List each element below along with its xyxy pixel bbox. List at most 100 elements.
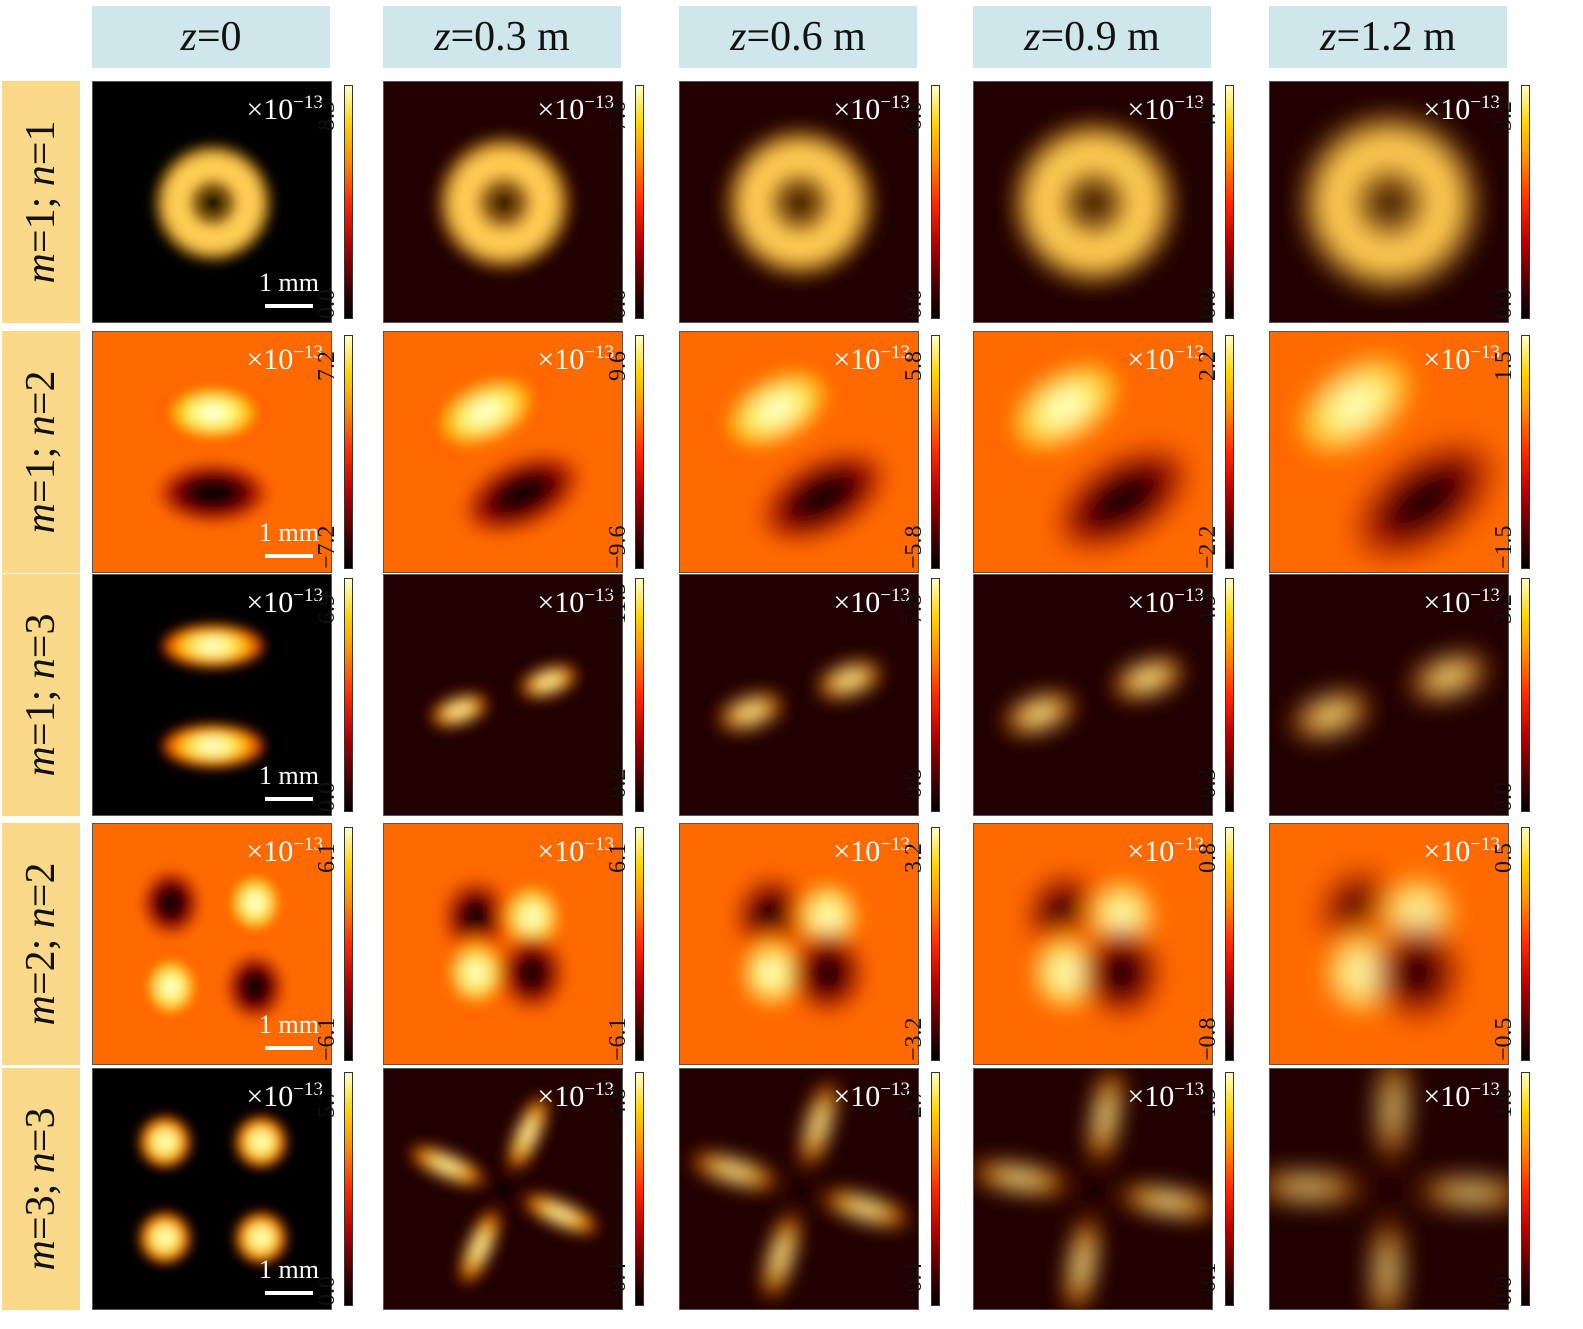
field-pattern bbox=[139, 1116, 287, 1264]
colorbar-max-label: 5.7 bbox=[314, 1088, 340, 1118]
colorbar-min-label: 0.0 bbox=[1491, 1276, 1517, 1306]
scale-bar-label: 1 mm bbox=[259, 761, 319, 790]
colorbar-min-label: −0.3 bbox=[1195, 768, 1221, 812]
multiplier-label: ×10−13 bbox=[833, 342, 910, 377]
scale-bar bbox=[265, 304, 313, 308]
field-panel: ×10−13 bbox=[383, 574, 623, 816]
field-panel: ×10−13 bbox=[679, 331, 919, 573]
multiplier-base: ×10 bbox=[246, 835, 294, 868]
field-panel: ×10−13 bbox=[973, 331, 1213, 573]
multiplier-exponent: −13 bbox=[880, 585, 910, 606]
field-panel: ×10−13 bbox=[973, 574, 1213, 816]
row-m-value: =3; bbox=[18, 1173, 64, 1241]
panel-image bbox=[680, 332, 918, 572]
scale-bar bbox=[265, 1046, 313, 1050]
multiplier-label: ×10−13 bbox=[246, 342, 323, 377]
row-header: m=1; n=2 bbox=[2, 331, 80, 573]
panel-image bbox=[974, 824, 1212, 1064]
colorbar bbox=[931, 827, 940, 1061]
row-m: m bbox=[18, 503, 64, 534]
field-panel: ×10−13 1 mm bbox=[92, 331, 332, 573]
field-pattern bbox=[719, 662, 881, 730]
colorbar bbox=[344, 1072, 353, 1306]
colorbar-max-label: 8.3 bbox=[314, 101, 340, 131]
field-pattern bbox=[424, 370, 584, 536]
panel-image bbox=[680, 82, 918, 322]
colorbar bbox=[344, 578, 353, 812]
field-pattern bbox=[431, 665, 577, 727]
multiplier-label: ×10−13 bbox=[1423, 585, 1500, 620]
field-pattern bbox=[710, 360, 890, 546]
row-label: m=2; n=2 bbox=[17, 863, 65, 1026]
multiplier-base: ×10 bbox=[246, 1080, 294, 1113]
panel-image bbox=[974, 575, 1212, 815]
row-n-value: =2 bbox=[18, 862, 64, 908]
colorbar bbox=[1521, 827, 1530, 1061]
multiplier-label: ×10−13 bbox=[1127, 92, 1204, 127]
row-header: m=3; n=3 bbox=[2, 1068, 80, 1310]
row-m: m bbox=[18, 995, 64, 1026]
colorbar-min-label: −0.8 bbox=[1195, 1017, 1221, 1061]
field-pattern bbox=[994, 351, 1194, 555]
panel-background bbox=[93, 575, 331, 815]
multiplier-label: ×10−13 bbox=[833, 834, 910, 869]
multiplier-label: ×10−13 bbox=[833, 585, 910, 620]
panel-background bbox=[384, 824, 622, 1064]
colorbar-min-label: −0.1 bbox=[1195, 1262, 1221, 1306]
row-label: m=3; n=3 bbox=[17, 1108, 65, 1271]
row-label: m=1; n=2 bbox=[17, 371, 65, 534]
multiplier-exponent: −13 bbox=[584, 1079, 614, 1100]
multiplier-base: ×10 bbox=[1127, 1080, 1175, 1113]
multiplier-label: ×10−13 bbox=[1423, 1079, 1500, 1114]
colorbar-max-label: 3.2 bbox=[1491, 594, 1517, 624]
scale-bar bbox=[265, 554, 313, 558]
multiplier-base: ×10 bbox=[1127, 93, 1175, 126]
multiplier-base: ×10 bbox=[246, 93, 294, 126]
colorbar bbox=[635, 85, 644, 319]
multiplier-exponent: −13 bbox=[1174, 92, 1204, 113]
row-m-value: =1; bbox=[18, 186, 64, 254]
multiplier-exponent: −13 bbox=[1470, 834, 1500, 855]
colorbar-min-label: 0.0 bbox=[314, 782, 340, 812]
colorbar bbox=[1225, 335, 1234, 569]
multiplier-base: ×10 bbox=[1423, 586, 1471, 619]
colorbar-min-label: 0.0 bbox=[314, 289, 340, 319]
scale-bar-label: 1 mm bbox=[259, 1255, 319, 1284]
row-n-value: =1 bbox=[18, 120, 64, 166]
colorbar-max-label: 1.0 bbox=[1491, 1088, 1517, 1118]
field-pattern bbox=[439, 138, 569, 268]
field-panel: ×10−13 bbox=[383, 331, 623, 573]
colorbar-min-label: −0.5 bbox=[1491, 1017, 1517, 1061]
colorbar bbox=[344, 335, 353, 569]
field-pattern bbox=[161, 624, 265, 768]
row-m-value: =2; bbox=[18, 928, 64, 996]
panel-image bbox=[1270, 575, 1508, 815]
panel-image bbox=[1270, 824, 1508, 1064]
column-value: =1.2 m bbox=[1336, 14, 1456, 60]
multiplier-base: ×10 bbox=[537, 93, 585, 126]
panel-background bbox=[384, 575, 622, 815]
column-header: z =0.9 m bbox=[973, 6, 1211, 68]
panel-image bbox=[1270, 332, 1508, 572]
colorbar-max-label: 4.8 bbox=[605, 1088, 631, 1118]
panel-image bbox=[384, 1069, 622, 1309]
column-var: z bbox=[180, 14, 197, 60]
panel-image bbox=[384, 824, 622, 1064]
field-panel: ×10−13 bbox=[383, 823, 623, 1065]
colorbar bbox=[635, 827, 644, 1061]
colorbar-min-label: −0.8 bbox=[901, 768, 927, 812]
field-pattern bbox=[1005, 659, 1183, 733]
colorbar-max-label: 1.5 bbox=[1491, 351, 1517, 381]
panel-image bbox=[384, 332, 622, 572]
row-label: m=1; n=1 bbox=[17, 121, 65, 284]
column-header: z =1.2 m bbox=[1269, 6, 1507, 68]
column-var: z bbox=[1320, 14, 1337, 60]
multiplier-base: ×10 bbox=[833, 586, 881, 619]
multiplier-label: ×10−13 bbox=[1423, 834, 1500, 869]
scale-bar-label: 1 mm bbox=[259, 1010, 319, 1039]
colorbar-max-label: 6.0 bbox=[901, 101, 927, 131]
field-panel: ×10−13 bbox=[679, 574, 919, 816]
multiplier-base: ×10 bbox=[246, 586, 294, 619]
multiplier-label: ×10−13 bbox=[537, 342, 614, 377]
panel-background bbox=[93, 332, 331, 572]
